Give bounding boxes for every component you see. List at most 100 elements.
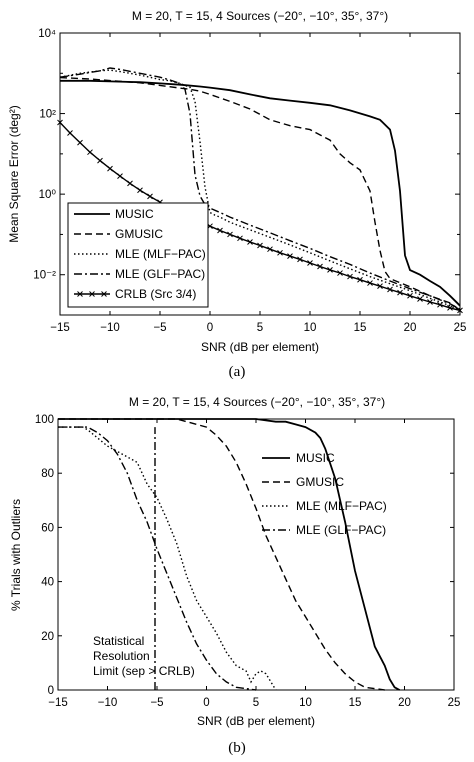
y-tick-label: 100: [35, 414, 54, 426]
x-tick-label: 5: [253, 697, 259, 709]
x-tick-label: 25: [448, 697, 461, 709]
series-line-2: [59, 76, 461, 311]
x-tick-label: −5: [150, 697, 163, 709]
crlb-marker: [377, 283, 383, 290]
y-tick-label: 40: [41, 577, 54, 589]
legend-label: GMUSIC: [115, 227, 163, 241]
crlb-marker: [417, 296, 423, 302]
legend-label: MLE (GLF−PAC): [296, 523, 386, 537]
crlb-marker: [147, 193, 153, 200]
chart-a-y-label: Mean Square Error (deg²): [7, 105, 21, 242]
x-tick-label: −5: [153, 322, 166, 334]
series-line-2: [58, 418, 385, 691]
chart-a-x-ticks: −15 −10 −5 0 5 10 15 20 25: [50, 33, 466, 334]
x-tick-label: 0: [203, 697, 209, 709]
x-tick-label: 10: [299, 697, 312, 709]
crlb-marker: [307, 260, 313, 266]
chart-b-x-ticks: −15 −10 −5 0 5 10 15 20 25: [48, 419, 460, 709]
series-line-4: [59, 67, 461, 310]
crlb-marker: [127, 180, 133, 187]
chart-b-caption: (b): [228, 740, 246, 756]
series-line-1: [58, 418, 401, 691]
y-tick-label: 0: [48, 685, 54, 697]
x-tick-label: −15: [48, 697, 68, 709]
crlb-marker: [427, 299, 433, 305]
crlb-marker: [77, 139, 83, 146]
chart-a-caption: (a): [229, 364, 246, 380]
y-tick-label: 80: [41, 468, 54, 480]
chart-a-legend: MUSIC GMUSIC MLE (MLF−PAC) MLE (GLF−PAC) CRL…: [67, 202, 209, 308]
crlb-marker: [347, 273, 353, 280]
y-tick-label: 10⁰: [39, 189, 57, 201]
crlb-marker: [97, 157, 103, 164]
chart-b-annotation: Statistical Resolution Limit (sep > CRLB…: [93, 634, 195, 678]
series-line-1: [60, 79, 461, 307]
y-tick-label: 10²: [39, 109, 56, 121]
chart-a-title: M = 20, T = 15, 4 Sources (−20°, −10°, 3…: [132, 9, 388, 23]
legend-label: MLE (MLF−PAC): [115, 247, 206, 261]
crlb-marker: [117, 173, 123, 179]
crlb-marker: [67, 130, 73, 136]
y-tick-label: 20: [41, 631, 54, 643]
x-tick-label: 25: [454, 322, 467, 334]
crlb-marker: [387, 286, 393, 293]
crlb-marker: [217, 227, 223, 234]
crlb-marker: [277, 249, 283, 256]
crlb-marker: [107, 165, 113, 172]
legend-label: GMUSIC: [296, 475, 344, 489]
chart-a-x-label: SNR (dB per element): [201, 340, 319, 354]
chart-b-x-label: SNR (dB per element): [197, 714, 315, 728]
x-tick-label: 5: [257, 322, 263, 334]
annotation-line-1: Statistical: [93, 634, 144, 648]
chart-a-y-ticks: 10⁻² 10⁰ 10² 10⁴: [33, 28, 460, 316]
x-tick-label: 0: [207, 322, 213, 334]
legend-label: MLE (MLF−PAC): [296, 499, 387, 513]
crlb-marker: [397, 289, 403, 296]
crlb-marker: [337, 270, 343, 276]
crlb-marker: [247, 239, 253, 245]
crlb-marker: [357, 276, 363, 283]
crlb-marker: [57, 119, 63, 126]
series-line-3: [58, 426, 277, 691]
annotation-line-3: Limit (sep > CRLB): [93, 664, 195, 678]
chart-b-legend: MUSIC GMUSIC MLE (MLF−PAC) MLE (GLF−PAC): [262, 451, 387, 537]
crlb-marker: [257, 242, 263, 249]
chart-b: M = 20, T = 15, 4 Sources (−20°, −10°, 3…: [9, 395, 460, 756]
chart-a: M = 20, T = 15, 4 Sources (−20°, −10°, 3…: [7, 9, 466, 380]
crlb-marker: [287, 253, 293, 259]
x-tick-label: 15: [349, 697, 362, 709]
crlb-marker: [267, 246, 273, 253]
crlb-marker: [437, 301, 443, 308]
crlb-marker: [407, 292, 413, 299]
x-tick-label: 15: [354, 322, 367, 334]
chart-b-series: [58, 418, 401, 691]
crlb-marker: [327, 267, 333, 273]
crlb-marker: [297, 256, 303, 263]
x-tick-label: 10: [304, 322, 317, 334]
series-line-3: [59, 69, 461, 312]
x-tick-label: 20: [398, 697, 411, 709]
crlb-marker: [317, 263, 323, 270]
chart-b-y-label: % Trials with Outliers: [9, 499, 23, 611]
crlb-marker: [227, 231, 233, 238]
chart-b-title: M = 20, T = 15, 4 Sources (−20°, −10°, 3…: [129, 395, 385, 409]
legend-label: CRLB (Src 3/4): [115, 287, 196, 301]
legend-label: MUSIC: [296, 451, 335, 465]
x-tick-label: −10: [98, 697, 118, 709]
legend-label: MLE (GLF−PAC): [115, 267, 205, 281]
legend-label: MUSIC: [115, 207, 154, 221]
crlb-marker: [367, 280, 373, 286]
x-tick-label: −10: [100, 322, 120, 334]
chart-a-series: [57, 67, 463, 314]
chart-a-legend-box: [67, 202, 209, 308]
chart-b-y-ticks: 0 20 40 60 80 100: [35, 414, 454, 697]
crlb-marker: [447, 305, 453, 311]
y-tick-label: 10⁻²: [33, 270, 56, 282]
crlb-marker: [237, 235, 243, 242]
crlb-marker: [137, 187, 143, 194]
crlb-marker: [457, 307, 463, 314]
x-tick-label: −15: [50, 322, 70, 334]
annotation-line-2: Resolution: [93, 649, 150, 663]
y-tick-label: 10⁴: [38, 28, 56, 40]
